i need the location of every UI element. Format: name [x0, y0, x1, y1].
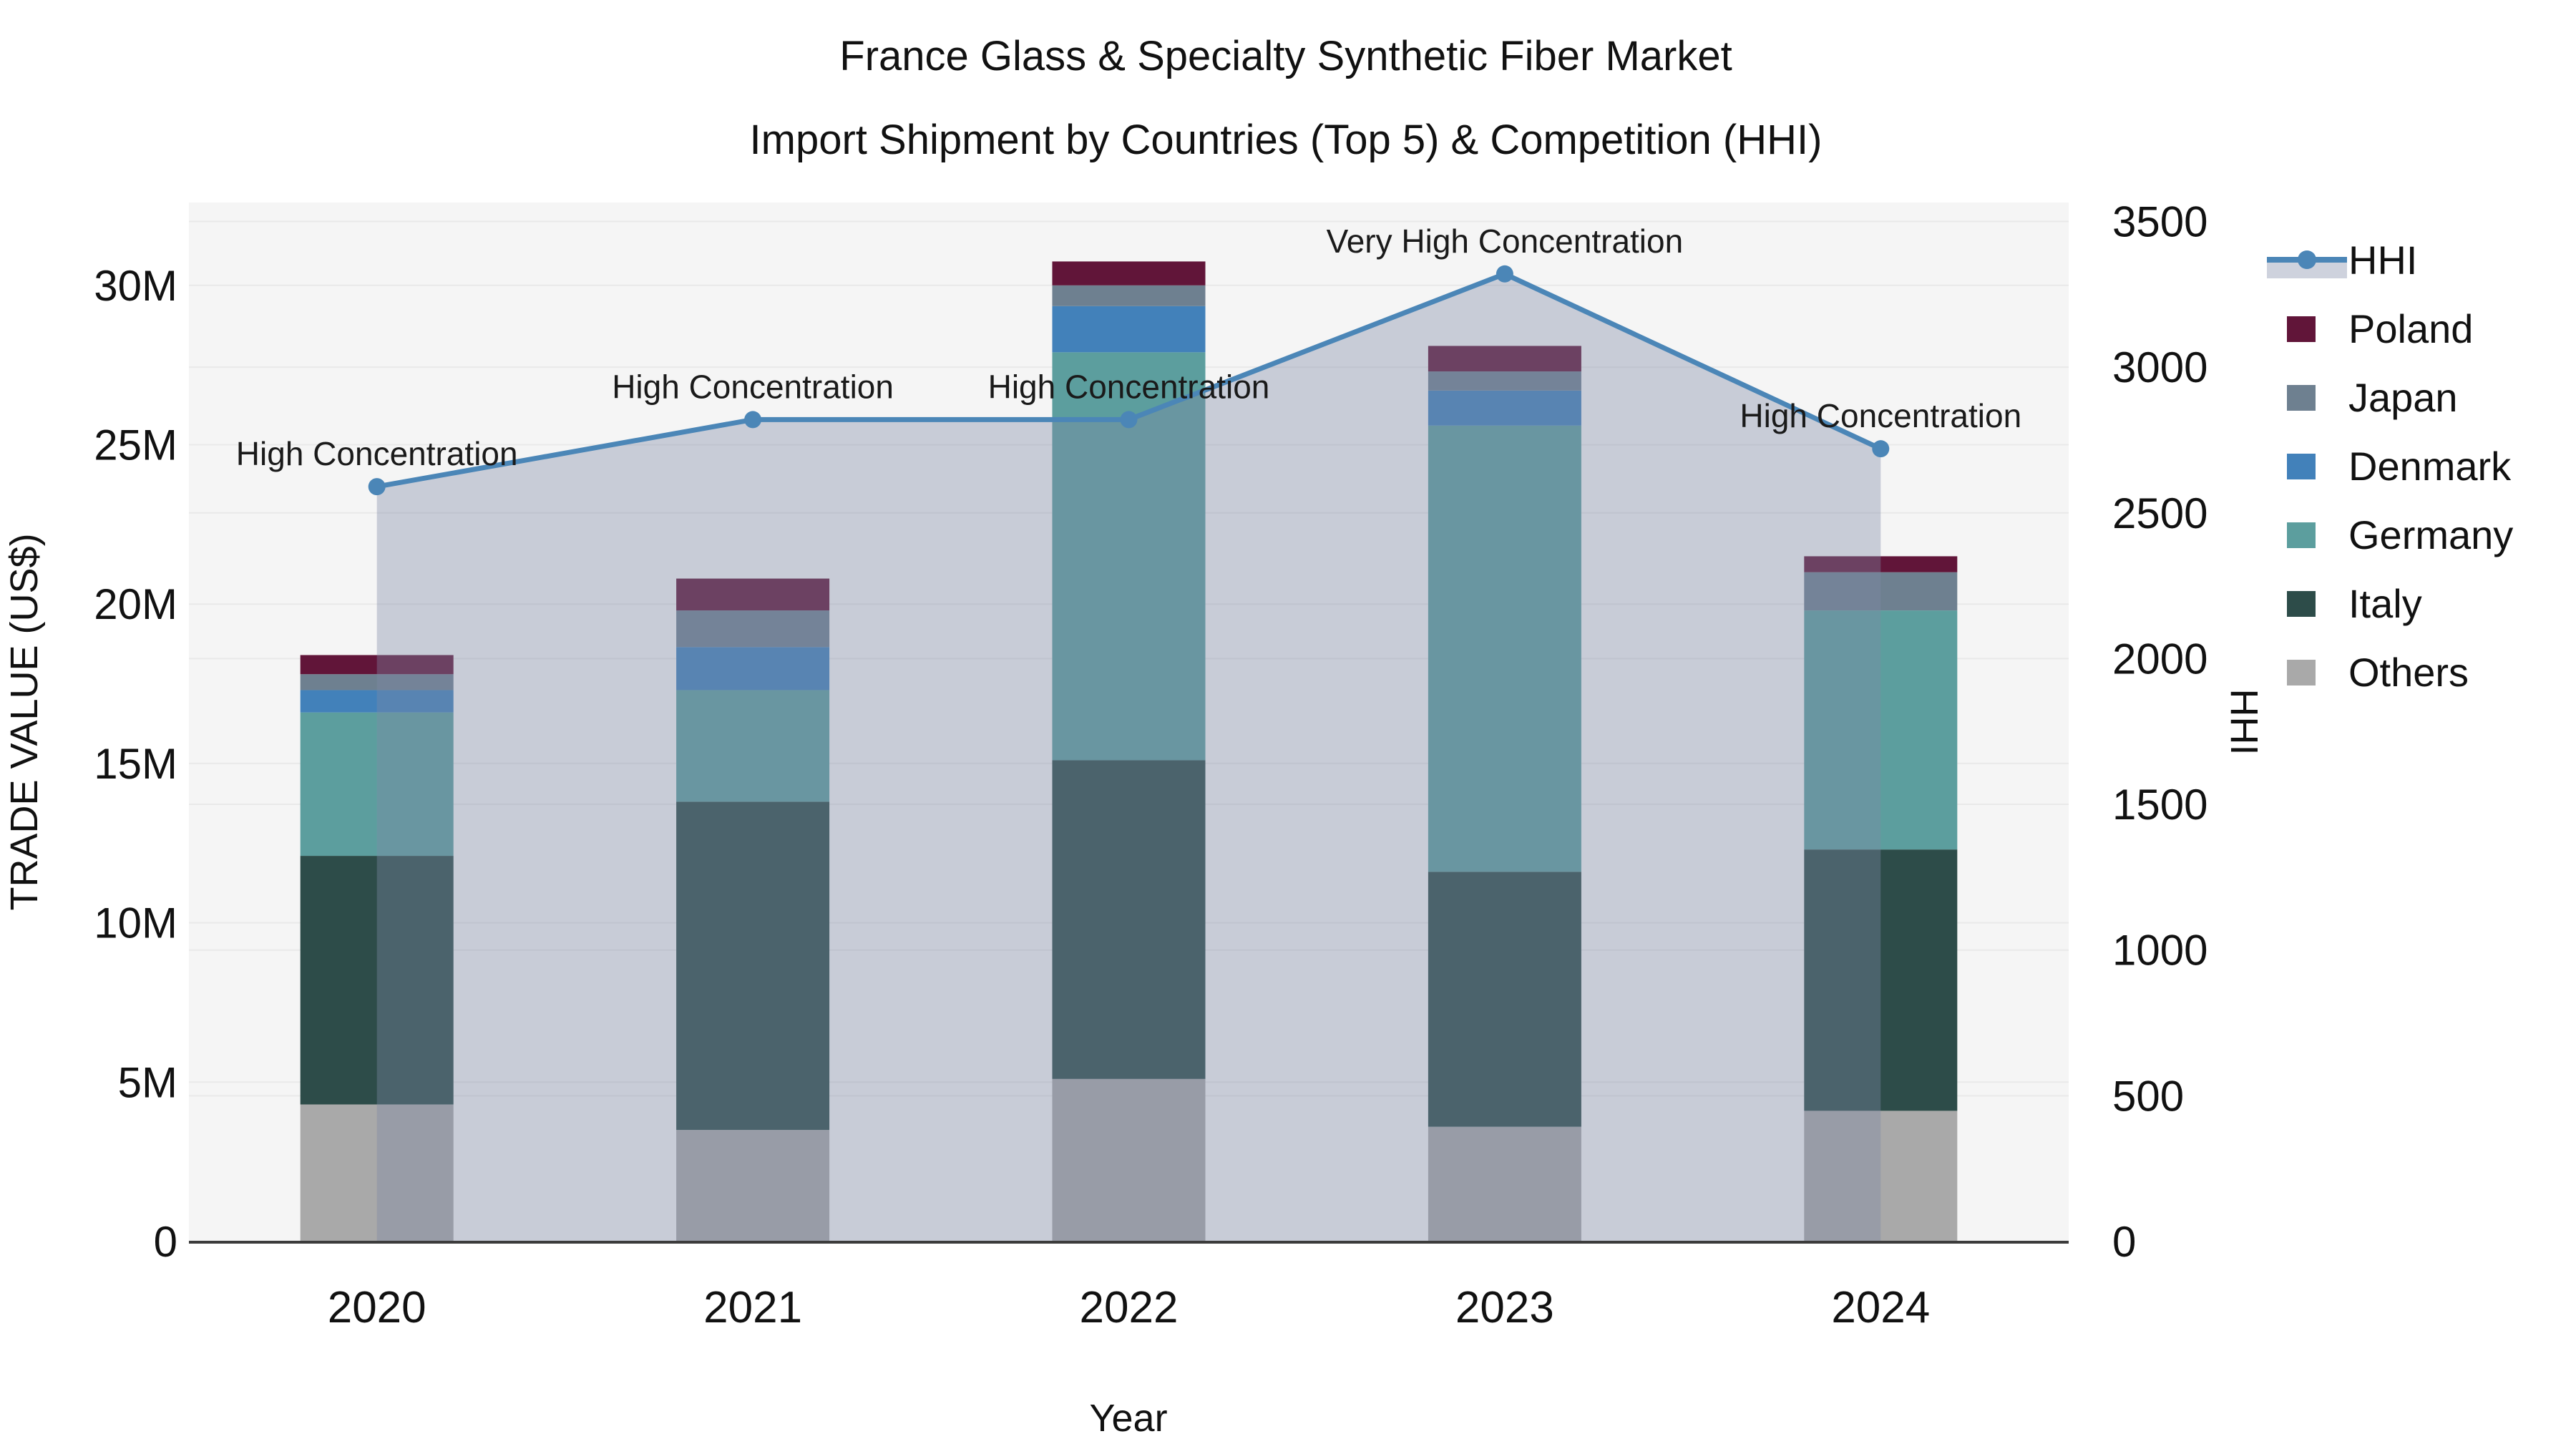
hhi-area-fill	[376, 273, 1881, 1241]
annotation-2021: High Concentration	[612, 368, 894, 405]
legend-swatch-japan	[2287, 385, 2316, 411]
left-tick-0: 0	[154, 1218, 177, 1266]
bar-segment-2024-italy[interactable]	[1804, 849, 1958, 1111]
legend-item-poland[interactable]: Poland	[2287, 306, 2473, 351]
legend-marker-icon	[2298, 250, 2316, 269]
right-tick-1000: 1000	[2112, 927, 2207, 975]
left-axis-title: TRADE VALUE (US$)	[3, 533, 46, 910]
legend-item-others[interactable]: Others	[2287, 650, 2469, 695]
bar-segment-2023-japan[interactable]	[1428, 371, 1581, 391]
legend-swatch-germany	[2287, 522, 2316, 548]
year-label-2022: 2022	[1080, 1283, 1179, 1332]
right-axis-title: HHI	[2223, 689, 2265, 756]
legend-swatch-italy	[2287, 591, 2316, 617]
left-tick-25m: 25M	[94, 421, 177, 469]
right-tick-2500: 2500	[2112, 489, 2207, 537]
bar-segment-2021-japan[interactable]	[676, 610, 830, 648]
bar-segment-2023-others[interactable]	[1428, 1126, 1581, 1241]
bar-segment-2021-poland[interactable]	[676, 578, 830, 611]
x-axis-title: Year	[1089, 1397, 1167, 1440]
year-label-2021: 2021	[703, 1283, 802, 1332]
legend-swatch-denmark	[2287, 454, 2316, 479]
bar-segment-2023-italy[interactable]	[1428, 872, 1581, 1127]
legend-item-germany[interactable]: Germany	[2287, 512, 2513, 557]
chart-title-line2: Import Shipment by Countries (Top 5) & C…	[750, 117, 1823, 163]
legend-label-hhi: HHI	[2348, 238, 2417, 283]
year-label-2020: 2020	[328, 1283, 426, 1332]
bar-segment-2023-poland[interactable]	[1428, 346, 1581, 372]
legend-label-denmark: Denmark	[2348, 444, 2512, 489]
bar-segment-2022-denmark[interactable]	[1052, 306, 1206, 353]
bar-segment-2020-italy[interactable]	[300, 856, 454, 1105]
hhi-marker-2024[interactable]	[1872, 440, 1890, 458]
legend-swatch-poland	[2287, 316, 2316, 342]
bar-segment-2024-others[interactable]	[1804, 1111, 1958, 1241]
annotation-2022: High Concentration	[988, 368, 1270, 405]
left-tick-5m: 5M	[118, 1058, 177, 1106]
hhi-marker-2022[interactable]	[1120, 411, 1138, 429]
bar-segment-2023-denmark[interactable]	[1428, 390, 1581, 426]
year-label-2024: 2024	[1831, 1283, 1930, 1332]
bar-segment-2022-italy[interactable]	[1052, 760, 1206, 1079]
bar-segment-2022-poland[interactable]	[1052, 261, 1206, 286]
legend-item-denmark[interactable]: Denmark	[2287, 444, 2512, 489]
bar-segment-2021-denmark[interactable]	[676, 647, 830, 691]
legend-item-japan[interactable]: Japan	[2287, 375, 2458, 420]
bar-segment-2024-poland[interactable]	[1804, 556, 1958, 572]
bar-segment-2020-denmark[interactable]	[300, 690, 454, 713]
legend-label-others: Others	[2348, 650, 2469, 695]
bar-segment-2022-others[interactable]	[1052, 1078, 1206, 1241]
legend-swatch-others	[2287, 660, 2316, 686]
bar-segment-2020-poland[interactable]	[300, 655, 454, 675]
right-tick-3500: 3500	[2112, 197, 2207, 245]
bar-segment-2020-japan[interactable]	[300, 674, 454, 691]
legend-label-germany: Germany	[2348, 512, 2513, 557]
bar-segment-2024-japan[interactable]	[1804, 572, 1958, 611]
hhi-marker-2020[interactable]	[368, 478, 386, 496]
bar-segment-2021-italy[interactable]	[676, 801, 830, 1131]
right-tick-0: 0	[2112, 1218, 2136, 1266]
right-tick-2000: 2000	[2112, 635, 2207, 683]
right-tick-500: 500	[2112, 1072, 2184, 1120]
left-tick-20m: 20M	[94, 580, 177, 628]
legend-item-hhi[interactable]: HHI	[2267, 238, 2417, 283]
legend-label-italy: Italy	[2348, 581, 2422, 626]
annotation-2024: High Concentration	[1740, 397, 2021, 434]
year-label-2023: 2023	[1455, 1283, 1554, 1332]
right-tick-1500: 1500	[2112, 781, 2207, 829]
bar-segment-2020-germany[interactable]	[300, 712, 454, 857]
bar-segment-2021-germany[interactable]	[676, 690, 830, 802]
left-tick-30m: 30M	[94, 262, 177, 310]
hhi-marker-2021[interactable]	[744, 411, 762, 429]
bar-segment-2024-germany[interactable]	[1804, 610, 1958, 850]
legend-item-italy[interactable]: Italy	[2287, 581, 2422, 626]
right-tick-3000: 3000	[2112, 343, 2207, 391]
left-tick-10m: 10M	[94, 899, 177, 947]
hhi-marker-2023[interactable]	[1496, 265, 1513, 283]
annotation-2020: High Concentration	[236, 435, 518, 472]
bar-segment-2020-others[interactable]	[300, 1104, 454, 1241]
bar-segment-2021-others[interactable]	[676, 1130, 830, 1241]
legend-label-japan: Japan	[2348, 375, 2458, 420]
annotation-2023: Very High Concentration	[1327, 223, 1684, 260]
bar-segment-2023-germany[interactable]	[1428, 425, 1581, 872]
legend-label-poland: Poland	[2348, 306, 2473, 351]
left-tick-15m: 15M	[94, 740, 177, 788]
chart-title-line1: France Glass & Specialty Synthetic Fiber…	[839, 33, 1732, 79]
bar-segment-2022-japan[interactable]	[1052, 285, 1206, 306]
